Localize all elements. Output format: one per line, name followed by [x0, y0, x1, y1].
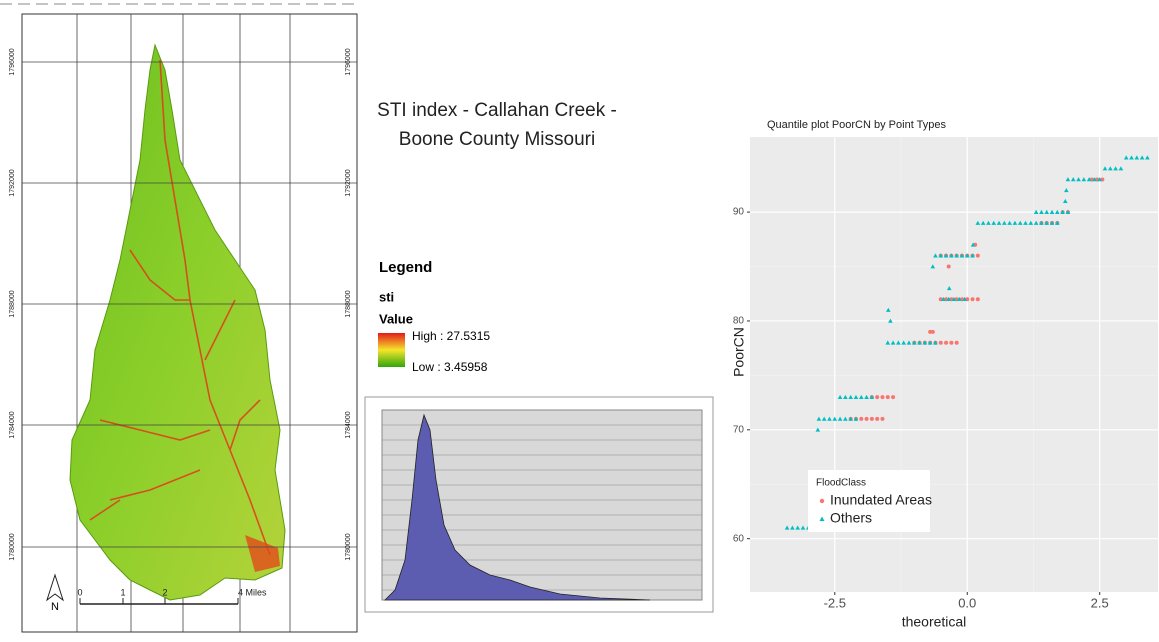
scale-label: 1 — [120, 587, 125, 597]
grid-label: 1784000 — [9, 411, 16, 438]
point — [880, 395, 884, 399]
grid-label: 1780000 — [9, 533, 16, 560]
point — [939, 341, 943, 345]
legend-marker — [820, 499, 824, 503]
grid-label: 1784000 — [345, 411, 352, 438]
x-tick-label: 2.5 — [1091, 595, 1109, 610]
scale-label: 0 — [77, 587, 82, 597]
point — [880, 417, 884, 421]
point — [976, 297, 980, 301]
legend-label: Others — [830, 510, 872, 526]
grid-label: 1796000 — [345, 48, 352, 75]
legend-title: Legend — [379, 259, 432, 276]
legend-low: Low : 3.45958 — [412, 360, 488, 374]
scale-label: 4 Miles — [238, 587, 267, 597]
legend-layer: sti — [379, 289, 394, 304]
point — [891, 395, 895, 399]
point — [971, 297, 975, 301]
x-tick-label: 0.0 — [958, 595, 976, 610]
histogram-figure — [365, 397, 713, 612]
y-tick-label: 70 — [733, 424, 745, 435]
chart-title: Quantile plot PoorCN by Point Types — [767, 119, 946, 131]
point — [949, 341, 953, 345]
point — [875, 395, 879, 399]
x-axis-label: theoretical — [902, 614, 967, 630]
map: 1796000 1796000 1792000 1792000 1788000 17880… — [0, 4, 360, 632]
point — [976, 254, 980, 258]
y-tick-label: 90 — [733, 207, 745, 218]
color-ramp — [378, 333, 405, 367]
map-title: STI index - Callahan Creek - — [377, 100, 617, 121]
point — [947, 265, 951, 269]
legend-label: Inundated Areas — [830, 492, 932, 508]
grid-label: 1788000 — [345, 290, 352, 317]
map-title: Boone County Missouri — [399, 129, 595, 150]
x-tick-label: -2.5 — [824, 595, 846, 610]
quantile-plot: Quantile plot PoorCN by Point Types 60 70 8… — [731, 119, 1158, 630]
scale-label: 2 — [162, 587, 167, 597]
point — [859, 417, 863, 421]
north-label: N — [51, 601, 59, 613]
point — [865, 417, 869, 421]
legend-field: Value — [379, 311, 413, 326]
page: 1796000 1796000 1792000 1792000 1788000 17880… — [0, 0, 1159, 637]
y-axis-label: PoorCN — [731, 327, 747, 377]
y-tick-label: 60 — [733, 533, 745, 544]
point — [931, 330, 935, 334]
grid-label: 1796000 — [9, 48, 16, 75]
point — [886, 395, 890, 399]
grid-label: 1780000 — [345, 533, 352, 560]
point — [875, 417, 879, 421]
grid-label: 1792000 — [9, 169, 16, 196]
point — [955, 341, 959, 345]
point — [870, 417, 874, 421]
grid-label: 1788000 — [9, 290, 16, 317]
grid-label: 1792000 — [345, 169, 352, 196]
legend-high: High : 27.5315 — [412, 329, 490, 343]
point — [944, 341, 948, 345]
legend-title: FloodClass — [816, 478, 866, 489]
y-tick-label: 80 — [733, 316, 745, 327]
